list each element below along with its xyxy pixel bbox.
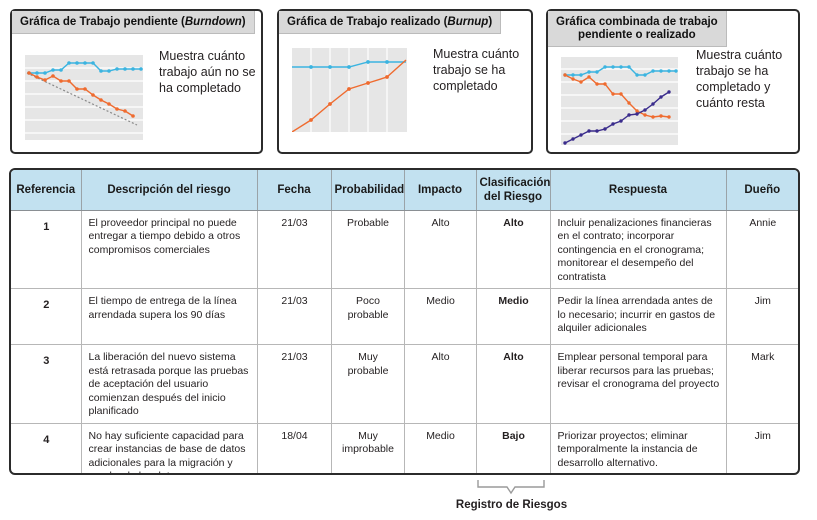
cell-description: No hay suficiente capacidad para crear i… — [81, 423, 258, 473]
cell-impact: Alto — [404, 210, 477, 289]
cell-classification: Bajo — [476, 423, 551, 473]
combined-title: Gráfica combinada de trabajo pendiente o … — [548, 11, 727, 47]
cell-impact: Medio — [404, 423, 477, 473]
cell-date: 21/03 — [257, 210, 332, 289]
cell-impact: Alto — [404, 344, 477, 424]
header-description: Descripción del riesgo — [81, 170, 258, 211]
cell-classification: Alto — [476, 210, 551, 289]
cell-date: 21/03 — [257, 344, 332, 424]
risk-register-caption: Registro de Riesgos — [455, 499, 568, 511]
cell-reference: 3 — [11, 344, 82, 424]
cell-description: El tiempo de entrega de la línea arrenda… — [81, 288, 258, 345]
cell-probability: Probable — [331, 210, 405, 289]
table-row: 3 La liberación del nuevo sistema está r… — [11, 344, 798, 424]
burndown-chart — [25, 55, 143, 140]
cell-response: Priorizar proyectos; eliminar temporalme… — [550, 423, 727, 473]
table-row: 2 El tiempo de entrega de la línea arren… — [11, 288, 798, 345]
cell-owner: Jim — [726, 288, 798, 345]
cell-impact: Medio — [404, 288, 477, 345]
header-owner: Dueño — [726, 170, 798, 211]
cell-response: Incluir penalizaciones financieras en el… — [550, 210, 727, 289]
header-probability: Probabilidad — [331, 170, 405, 211]
risk-register-table: Referencia Descripción del riesgo Fecha … — [9, 168, 800, 475]
cell-response: Pedir la línea arrendada antes de lo nec… — [550, 288, 727, 345]
caption-bracket — [477, 480, 545, 495]
cell-probability: Muy probable — [331, 344, 405, 424]
cell-probability: Muy improbable — [331, 423, 405, 473]
cell-date: 18/04 — [257, 423, 332, 473]
burnup-title: Gráfica de Trabajo realizado (Burnup) — [279, 11, 502, 34]
table-row: 1 El proveedor principal no puede entreg… — [11, 210, 798, 289]
cell-reference: 4 — [11, 423, 82, 473]
header-reference: Referencia — [11, 170, 82, 211]
burnup-chart — [292, 48, 407, 132]
header-date: Fecha — [257, 170, 332, 211]
header-impact: Impacto — [404, 170, 477, 211]
table-header-row: Referencia Descripción del riesgo Fecha … — [11, 170, 798, 211]
cell-owner: Jim — [754, 429, 771, 442]
combined-chart — [561, 57, 678, 145]
cell-classification: Alto — [476, 344, 551, 424]
cell-classification: Medio — [476, 288, 551, 345]
cell-description: La liberación del nuevo sistema está ret… — [81, 344, 258, 424]
cell-owner: Mark — [726, 344, 798, 424]
combined-card: Gráfica combinada de trabajo pendiente o … — [546, 9, 800, 154]
burndown-card: Gráfica de Trabajo pendiente (Burndown) … — [10, 9, 263, 154]
cell-date: 21/03 — [257, 288, 332, 345]
table-row: 4 No hay suficiente capacidad para crear… — [11, 423, 798, 473]
header-classification: Clasificación del Riesgo — [476, 170, 551, 211]
header-response: Respuesta — [550, 170, 727, 211]
cell-owner: Annie — [726, 210, 798, 289]
burnup-card: Gráfica de Trabajo realizado (Burnup) Mu… — [277, 9, 533, 154]
cell-reference: 2 — [11, 288, 82, 345]
burndown-title: Gráfica de Trabajo pendiente (Burndown) — [12, 11, 255, 34]
cell-response: Emplear personal temporal para liberar r… — [550, 344, 727, 424]
burndown-description: Muestra cuánto trabajo aún no se ha comple… — [159, 49, 256, 95]
burnup-description: Muestra cuánto trabajo se ha completado — [433, 47, 520, 93]
cell-description: El proveedor principal no puede entregar… — [81, 210, 258, 289]
cell-probability: Poco probable — [331, 288, 405, 345]
cell-reference: 1 — [11, 210, 82, 289]
